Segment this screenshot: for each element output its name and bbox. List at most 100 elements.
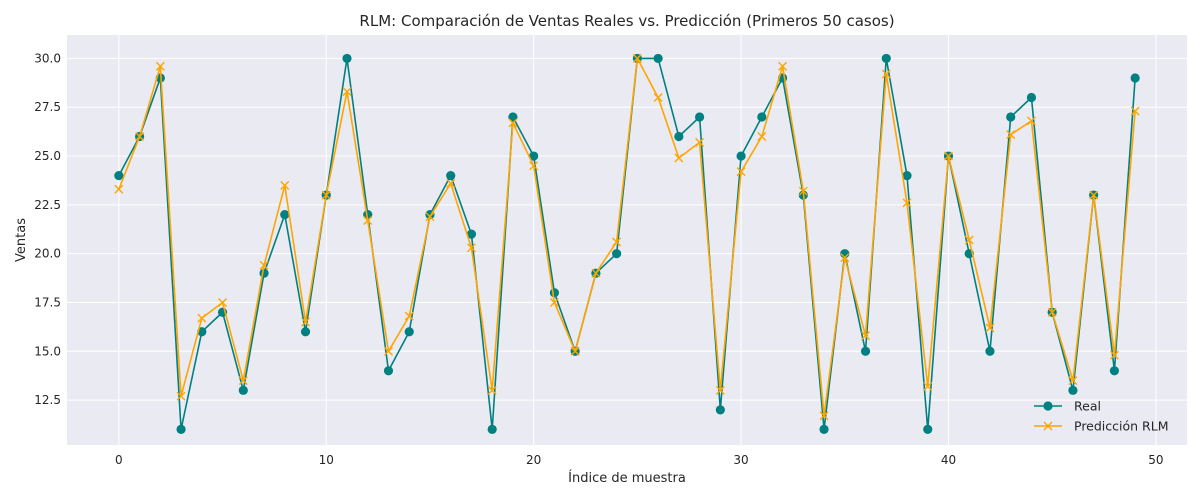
x-tick-label: 50: [1148, 453, 1163, 467]
data-point: [757, 132, 767, 142]
data-point: [301, 317, 311, 327]
y-tick-label: 17.5: [34, 295, 61, 309]
data-point: [321, 190, 331, 200]
data-point: [238, 376, 248, 386]
data-point: [114, 184, 124, 194]
data-point: [114, 170, 124, 181]
data-point: [342, 87, 352, 97]
data-point: [1068, 385, 1078, 395]
data-point: [549, 288, 560, 298]
x-tick-label: 30: [733, 453, 748, 467]
data-point: [342, 53, 352, 64]
data-point: [135, 132, 145, 142]
data-point: [1006, 112, 1016, 122]
x-tick-label: 10: [319, 453, 334, 467]
x-tick-label: 20: [526, 453, 541, 467]
data-point: [881, 69, 891, 79]
data-point: [1130, 106, 1140, 116]
data-point: [529, 161, 539, 171]
data-point: [985, 346, 995, 356]
data-point: [508, 118, 518, 128]
data-point: [1026, 116, 1036, 126]
data-point: [466, 243, 476, 253]
data-point: [570, 346, 580, 356]
data-point: [840, 253, 850, 263]
data-point: [964, 235, 974, 245]
data-point: [487, 385, 497, 395]
data-point: [612, 249, 622, 259]
legend-marker: [1043, 421, 1053, 431]
data-point: [674, 131, 684, 142]
y-tick-label: 25.0: [34, 149, 61, 163]
legend-label: Real: [1074, 399, 1101, 414]
series-layer: [114, 53, 1140, 434]
data-point: [715, 405, 725, 415]
data-point: [549, 297, 559, 307]
x-tick-label: 0: [115, 453, 123, 467]
data-point: [466, 229, 477, 239]
data-point: [591, 268, 601, 278]
data-point: [425, 212, 435, 222]
data-point: [446, 170, 456, 181]
data-point: [715, 385, 725, 395]
data-point: [529, 151, 539, 161]
y-tick-label: 12.5: [34, 393, 61, 407]
data-point: [778, 61, 788, 71]
data-point: [653, 92, 663, 102]
data-point: [819, 411, 829, 421]
data-point: [508, 112, 518, 122]
data-point: [861, 331, 871, 341]
data-point: [218, 297, 228, 307]
legend-label: Predicción RLM: [1074, 419, 1168, 434]
data-point: [923, 381, 933, 391]
data-point: [280, 210, 290, 220]
series-prediccion-rlm: [114, 53, 1140, 421]
data-point: [1006, 130, 1016, 140]
data-point: [632, 53, 642, 63]
data-point: [695, 137, 705, 147]
data-point: [757, 112, 767, 122]
data-point: [259, 268, 269, 278]
legend-marker: [1043, 401, 1053, 411]
data-point: [300, 327, 311, 337]
data-point: [943, 151, 953, 161]
x-tick-label: 40: [941, 453, 956, 467]
data-point: [860, 346, 871, 356]
data-point: [446, 178, 456, 188]
data-point: [819, 424, 829, 434]
y-tick-label: 30.0: [34, 51, 61, 65]
data-point: [363, 210, 373, 220]
data-point: [1068, 376, 1078, 386]
y-tick-label: 27.5: [34, 100, 61, 114]
grid: [67, 35, 1187, 445]
data-point: [176, 424, 186, 434]
data-point: [383, 346, 393, 356]
data-point: [798, 186, 808, 196]
data-point: [653, 53, 663, 64]
y-tick-label: 22.5: [34, 198, 61, 212]
plot-background: [67, 35, 1187, 445]
data-point: [985, 323, 995, 333]
data-point: [1109, 350, 1119, 360]
legend-item: Predicción RLM: [1034, 419, 1168, 434]
data-point: [1026, 92, 1037, 103]
data-point: [736, 151, 746, 161]
data-point: [383, 366, 394, 376]
chart-title: RLM: Comparación de Ventas Reales vs. Pr…: [359, 12, 894, 30]
data-point: [1089, 190, 1099, 200]
y-axis-title: Ventas: [14, 218, 29, 262]
data-point: [404, 311, 414, 321]
legend-item: Real: [1034, 399, 1101, 414]
data-point: [923, 424, 933, 434]
data-point: [487, 424, 497, 434]
y-tick-label: 15.0: [34, 344, 61, 358]
data-point: [902, 198, 912, 208]
data-point: [694, 112, 705, 122]
series-line: [118, 57, 1136, 417]
legend: Real Predicción RLM: [1034, 399, 1168, 434]
data-point: [1130, 73, 1140, 83]
y-tick-label: 20.0: [34, 247, 61, 261]
data-point: [259, 260, 269, 270]
